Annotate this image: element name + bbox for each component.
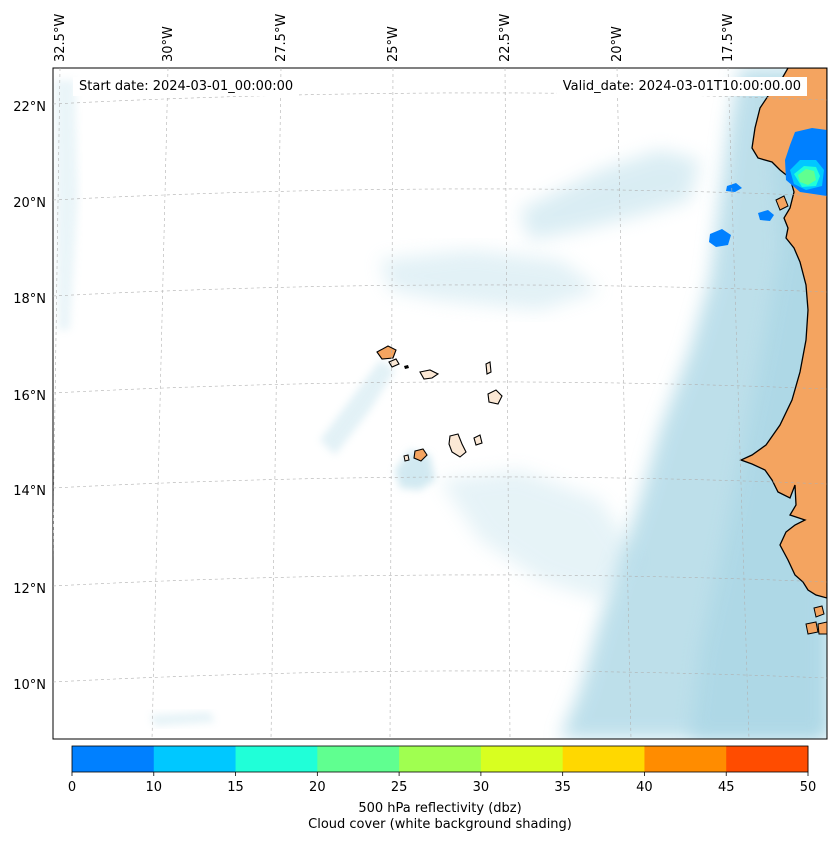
cloud-streak-bottom	[150, 712, 215, 726]
island-fogo	[413, 448, 428, 462]
lat-tick-label: 16°N	[13, 389, 46, 404]
colorbar-frame	[71, 745, 809, 773]
island-sao-nicolau	[419, 369, 440, 380]
colorbar-swatch	[72, 746, 155, 772]
lon-tick-label: 22.5°W	[498, 14, 513, 62]
island-santa-luzia	[404, 365, 409, 369]
cape-verde-islands	[376, 345, 503, 462]
start-date-label: Start date: 2024-03-01_00:00:00	[73, 77, 300, 96]
lat-tick-label: 20°N	[13, 196, 46, 211]
parallel-line	[53, 381, 827, 394]
lat-tick-label: 18°N	[13, 292, 46, 307]
lon-tick-label: 25°W	[386, 26, 401, 62]
cloud-streak-mid	[380, 250, 600, 310]
bijagos-island-3	[817, 621, 827, 635]
cloud-streak-west	[320, 360, 395, 455]
lon-tick-label: 30°W	[161, 26, 176, 62]
map-frame	[52, 67, 828, 740]
parallel-line	[53, 188, 827, 201]
bijagos-island-1	[813, 605, 825, 618]
lon-tick-label: 27.5°W	[274, 14, 289, 62]
bijagos-island-2	[805, 621, 819, 635]
cloud-streak-north	[520, 150, 700, 240]
lat-labels: 22°N 20°N 18°N 16°N 14°N 12°N 10°N	[13, 100, 46, 693]
parallel-line	[53, 284, 827, 297]
colorbar-subtitle: Cloud cover (white background shading)	[308, 817, 572, 832]
valid-date-label: Valid_date: 2024-03-01T10:00:00.00	[556, 77, 807, 96]
island-santiago	[448, 433, 467, 458]
meridian-line	[270, 68, 282, 739]
colorbar-title: 500 hPa reflectivity (dbz)	[358, 801, 522, 816]
colorbar-swatch	[153, 746, 237, 772]
colorbar	[72, 746, 809, 772]
meridian-line	[504, 68, 511, 739]
colorbar-swatch	[317, 746, 400, 772]
colorbar-swatch	[480, 746, 564, 772]
reflectivity-cell-core-3	[798, 169, 816, 185]
colorbar-tick-label: 25	[391, 780, 408, 795]
parallel-line	[53, 670, 827, 683]
parallel-line	[53, 92, 827, 105]
colorbar-swatch	[399, 746, 482, 772]
reflectivity-cells	[709, 128, 827, 247]
island-maio	[473, 434, 483, 446]
island-santo-antao	[376, 345, 397, 360]
arguin-islet	[775, 195, 789, 211]
cloud-patch-south	[440, 470, 640, 600]
reflectivity-cell-3	[726, 183, 742, 192]
lon-tick-label: 17.5°W	[721, 14, 736, 62]
cloud-band-east-inner	[690, 90, 827, 739]
lon-tick-label: 32.5°W	[53, 14, 68, 62]
island-sal	[485, 361, 492, 375]
meridian-line	[616, 68, 632, 739]
colorbar-tick-label: 30	[473, 780, 490, 795]
lat-tick-label: 10°N	[13, 678, 46, 693]
meridian-line	[727, 68, 750, 739]
africa-mainland	[739, 68, 827, 599]
reflectivity-cell-4	[758, 210, 774, 221]
parallel-line	[53, 574, 827, 587]
colorbar-swatch	[235, 746, 318, 772]
lat-tick-label: 14°N	[13, 484, 46, 499]
colorbar-tick-label: 0	[68, 780, 76, 795]
map-area	[53, 68, 827, 739]
colorbar-swatch	[562, 746, 645, 772]
colorbar-tick-label: 50	[800, 780, 817, 795]
lon-tick-label: 20°W	[610, 26, 625, 62]
graticule	[53, 68, 827, 739]
lat-tick-label: 12°N	[13, 582, 46, 597]
parallel-line	[53, 476, 827, 489]
cloud-streak-left	[55, 80, 78, 330]
colorbar-tick-label: 20	[309, 780, 326, 795]
colorbar-swatch	[644, 746, 727, 772]
colorbar-ticks: 0 10 15 20 25 30 35 40 45 50	[68, 772, 816, 795]
colorbar-tick-label: 45	[718, 780, 735, 795]
colorbar-tick-label: 15	[227, 780, 244, 795]
lon-labels: 32.5°W 30°W 27.5°W 25°W 22.5°W 20°W 17.5°W	[53, 14, 736, 62]
reflectivity-cell-2	[709, 229, 731, 247]
island-brava	[403, 454, 410, 462]
island-sao-vicente	[388, 358, 400, 368]
meridian-line	[389, 68, 394, 739]
cloud-cover-shading	[55, 68, 827, 739]
colorbar-tick-label: 40	[636, 780, 653, 795]
meridian-line	[151, 68, 169, 739]
island-boa-vista	[487, 389, 503, 405]
colorbar-tick-label: 10	[146, 780, 163, 795]
colorbar-swatch	[726, 746, 809, 772]
colorbar-tick-label: 35	[554, 780, 571, 795]
lat-tick-label: 22°N	[13, 100, 46, 115]
